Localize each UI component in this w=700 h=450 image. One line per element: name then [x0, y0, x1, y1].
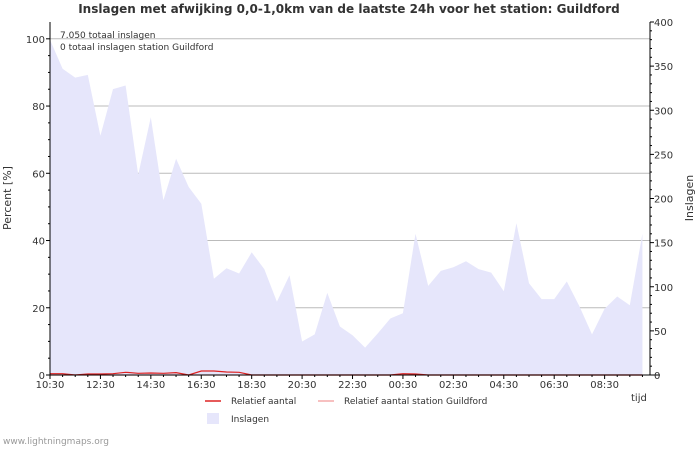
x-tick-label-0030: 00:30 — [389, 380, 418, 391]
x-tick-label-0430: 04:30 — [489, 380, 518, 391]
x-tick-label-2230: 22:30 — [338, 380, 367, 391]
legend: Relatief aantal Relatief aantal station … — [205, 397, 487, 425]
x-tick-label-2030: 20:30 — [288, 380, 317, 391]
legend-label-inslagen: Inslagen — [231, 415, 269, 425]
y-right-tick-label-100: 100 — [654, 283, 673, 294]
chart-title: Inslagen met afwijking 0,0-1,0km van de … — [78, 2, 620, 16]
annotation-total-strikes: 7.050 totaal inslagen — [60, 31, 155, 41]
y-left-tick-label-0: 0 — [39, 371, 45, 382]
area-series — [50, 39, 643, 375]
y-left-tick-label-60: 60 — [32, 169, 45, 180]
y-left-tick-label-40: 40 — [32, 237, 45, 248]
y-axis-right-label: Inslagen — [683, 175, 696, 221]
axes — [46, 21, 660, 379]
y-right-tick-label-200: 200 — [654, 195, 673, 206]
footer-credit: www.lightningmaps.org — [3, 437, 109, 447]
y-right-tick-label-300: 300 — [654, 106, 673, 117]
tick-labels: 0 20 40 60 80 100 0 50 100 150 200 250 300 350 400 10:3… — [26, 18, 673, 391]
y-right-tick-label-50: 50 — [654, 327, 667, 338]
y-left-tick-label-80: 80 — [32, 102, 45, 113]
annotation-station-strikes: 0 totaal inslagen station Guildford — [60, 43, 213, 53]
y-axis-left-label: Percent [%] — [1, 166, 14, 230]
y-right-tick-label-150: 150 — [654, 239, 673, 250]
x-axis-label: tijd — [631, 393, 647, 404]
x-tick-label-1030: 10:30 — [36, 380, 65, 391]
legend-label-relatief-aantal-station: Relatief aantal station Guildford — [344, 397, 487, 407]
x-tick-label-0630: 06:30 — [540, 380, 569, 391]
x-tick-label-1430: 14:30 — [136, 380, 165, 391]
y-right-tick-label-400: 400 — [654, 18, 673, 29]
x-tick-label-1230: 12:30 — [86, 380, 115, 391]
y-right-tick-label-250: 250 — [654, 150, 673, 161]
x-tick-label-1830: 18:30 — [237, 380, 266, 391]
legend-swatch-inslagen — [207, 413, 219, 424]
y-right-tick-label-350: 350 — [654, 62, 673, 73]
y-right-tick-label-0: 0 — [654, 371, 660, 382]
y-left-tick-label-20: 20 — [32, 304, 45, 315]
series-area-inslagen — [50, 39, 643, 375]
x-tick-label-0830: 08:30 — [590, 380, 619, 391]
y-left-tick-label-100: 100 — [26, 35, 45, 46]
x-tick-label-0230: 02:30 — [439, 380, 468, 391]
x-tick-label-1630: 16:30 — [187, 380, 216, 391]
legend-label-relatief-aantal: Relatief aantal — [231, 397, 296, 407]
